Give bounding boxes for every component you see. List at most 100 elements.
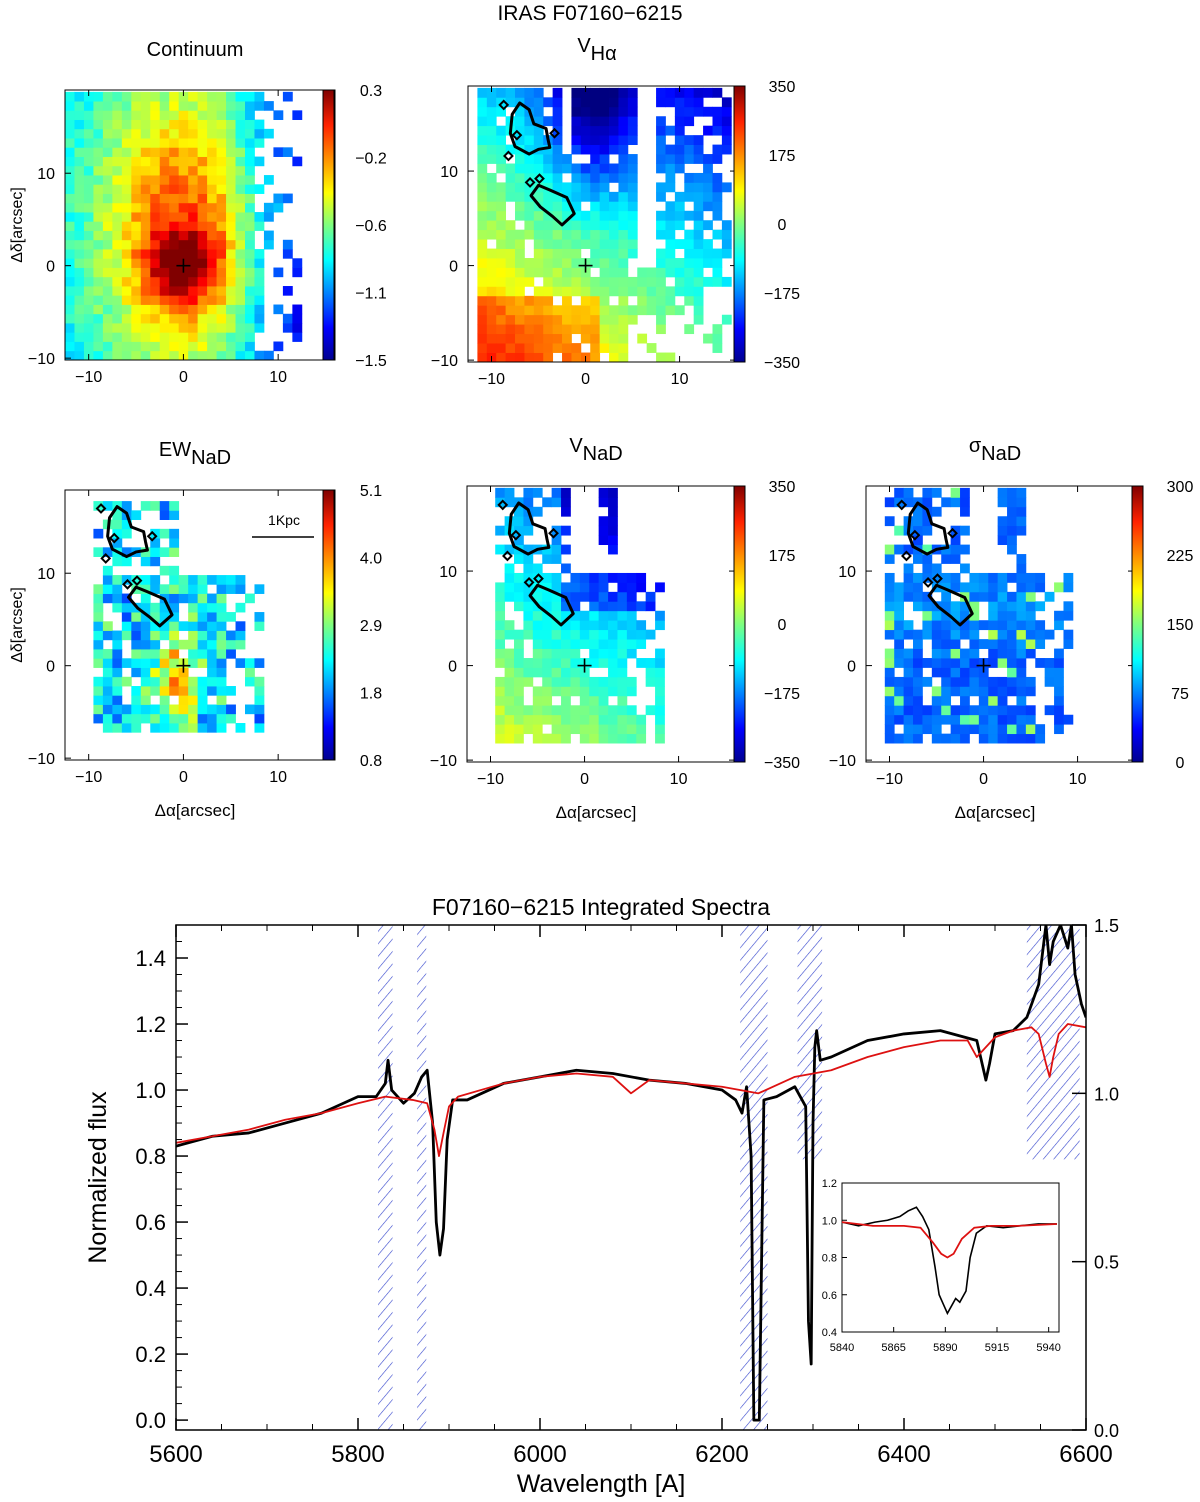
map-cell: [703, 239, 713, 249]
y-axis-label: Δδ[arcsec]: [9, 187, 26, 263]
map-cell: [140, 267, 151, 278]
map-cell: [486, 267, 497, 278]
map-cell: [608, 525, 618, 536]
map-cell: [533, 305, 544, 316]
map-cell: [515, 295, 525, 306]
map-cell: [178, 128, 189, 139]
map-cell: [197, 138, 208, 148]
map-cell: [93, 101, 104, 111]
map-cell: [950, 733, 961, 744]
map-cell: [721, 239, 732, 249]
map-cell: [150, 110, 161, 120]
map-cell: [159, 686, 170, 696]
map-cell: [562, 163, 572, 174]
map-cell: [140, 156, 151, 167]
map-cell: [931, 620, 942, 631]
map-cell: [131, 510, 142, 520]
map-cell: [674, 305, 685, 316]
map-cell: [590, 144, 601, 155]
map-cell: [216, 723, 227, 733]
map-cell: [656, 87, 666, 98]
map-cell: [207, 350, 217, 361]
map-cell: [245, 128, 255, 139]
map-cell: [570, 648, 581, 659]
map-cell: [532, 714, 543, 725]
map-cell: [684, 191, 695, 202]
map-cell: [292, 258, 303, 268]
map-cell: [978, 733, 989, 744]
map-cell: [579, 686, 590, 697]
map-cell: [159, 313, 170, 324]
map-cell: [524, 191, 535, 202]
map-cell: [477, 125, 488, 136]
map-cell: [169, 676, 180, 687]
map-cell: [207, 704, 217, 715]
map-cell: [188, 175, 199, 185]
map-cell: [74, 350, 85, 361]
map-cell: [960, 648, 970, 659]
map-cell: [1016, 591, 1027, 602]
map-cell: [245, 704, 255, 715]
map-cell: [65, 101, 75, 111]
map-cell: [254, 184, 265, 194]
map-cell: [216, 612, 227, 622]
map-cell: [562, 276, 572, 287]
map-cell: [609, 106, 619, 117]
map-cell: [1016, 610, 1027, 621]
map-cell: [121, 713, 132, 724]
map-cell: [102, 630, 113, 641]
map-cell: [703, 333, 713, 344]
map-cell: [1007, 506, 1017, 517]
map-cell: [188, 695, 199, 705]
map-cell: [235, 156, 246, 167]
map-cell: [618, 248, 629, 259]
map-cell: [655, 724, 665, 735]
map-cell: [131, 723, 142, 733]
map-cell: [884, 497, 895, 508]
map-cell: [598, 525, 609, 536]
map-cell: [913, 516, 923, 527]
map-cell: [543, 116, 554, 127]
map-cell: [960, 582, 970, 593]
map-cell: [523, 563, 534, 574]
map-cell: [1016, 658, 1027, 668]
map-cell: [523, 724, 534, 735]
colorbar-label: 350: [769, 79, 796, 96]
map-cell: [93, 156, 104, 167]
map-cell: [684, 154, 695, 164]
map-cell: [552, 248, 563, 259]
map-cell: [665, 239, 676, 249]
map-cell: [65, 267, 75, 278]
map-cell: [655, 705, 665, 716]
map-cell: [169, 667, 180, 678]
map-cell: [515, 276, 525, 287]
map-cell: [524, 220, 535, 231]
map-cell: [131, 341, 142, 352]
map-cell: [207, 649, 217, 659]
map-cell: [188, 193, 199, 204]
map-cell: [523, 487, 534, 498]
map-cell: [102, 128, 113, 139]
map-cell: [561, 620, 571, 631]
map-cell: [112, 267, 123, 278]
map-cell: [235, 630, 246, 641]
map-cell: [150, 639, 161, 650]
map-cell: [65, 313, 75, 324]
map-cell: [121, 193, 132, 204]
map-cell: [131, 101, 142, 111]
map-cell: [590, 172, 601, 183]
map-cell: [894, 591, 905, 602]
map-cell: [226, 612, 236, 622]
map-cell: [617, 639, 628, 649]
map-cell: [226, 639, 236, 650]
map-cell: [496, 267, 507, 278]
map-cell: [102, 101, 113, 111]
map-cell: [235, 341, 246, 352]
map-cell: [74, 175, 85, 185]
map-cell: [599, 163, 610, 174]
map-cell: [121, 110, 132, 120]
map-cell: [150, 165, 161, 176]
map-cell: [486, 210, 497, 221]
map-cell: [245, 212, 255, 222]
map-cell: [617, 582, 628, 593]
